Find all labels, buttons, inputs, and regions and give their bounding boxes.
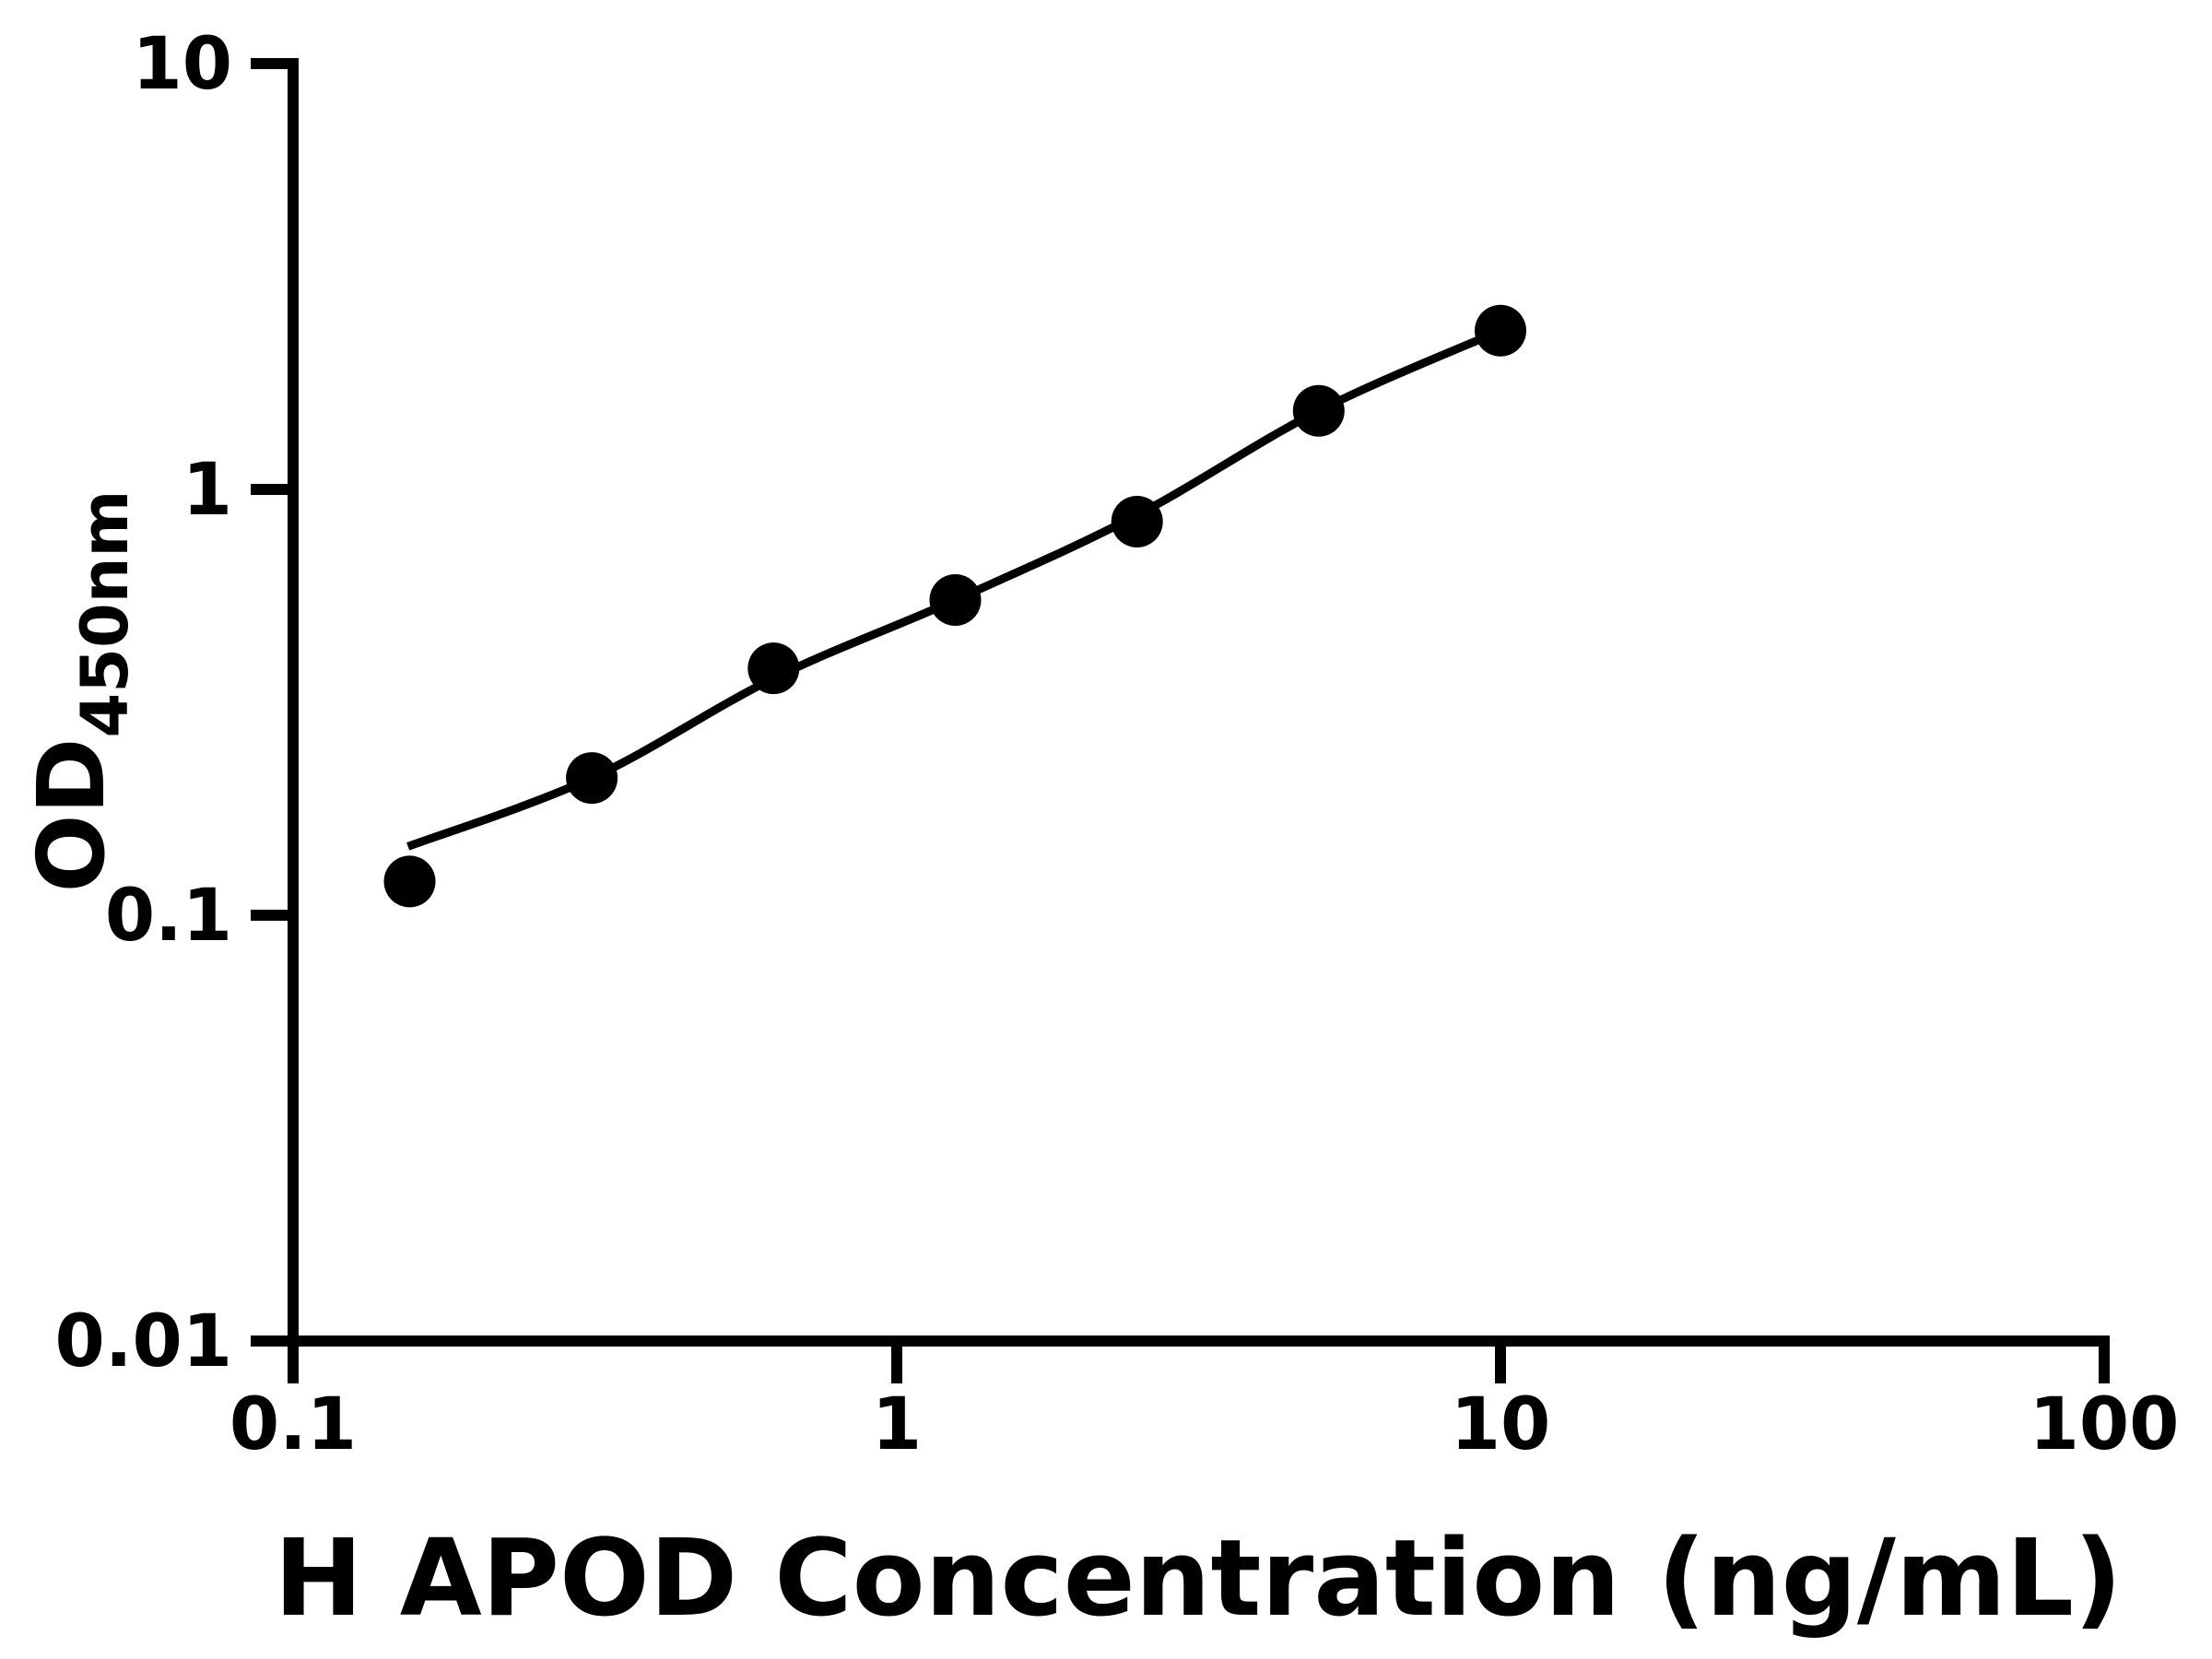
x-tick-label: 10 — [1451, 1383, 1551, 1466]
y-axis-title: OD450nm — [18, 490, 143, 893]
x-tick-label: 1 — [872, 1383, 922, 1466]
y-tick-label: 0.1 — [105, 875, 232, 958]
y-tick-label: 0.01 — [55, 1300, 232, 1383]
data-point — [1292, 384, 1345, 437]
x-tick-label: 100 — [2030, 1383, 2180, 1466]
plot-area — [383, 304, 1526, 908]
data-point — [929, 574, 982, 626]
y-tick-label: 10 — [132, 23, 232, 106]
data-point — [747, 642, 800, 695]
axis-ticks — [251, 58, 2110, 1383]
y-axis-title-subscript: 450nm — [67, 490, 143, 738]
x-axis-title: H APOD Concentration (ng/mL) — [274, 1517, 2122, 1641]
data-point — [1475, 304, 1526, 357]
x-tick-label: 0.1 — [229, 1383, 357, 1466]
axes — [288, 58, 2110, 1347]
data-point — [383, 855, 436, 908]
data-point — [1111, 496, 1163, 547]
data-point — [566, 752, 618, 805]
y-axis-title-main: OD — [18, 737, 125, 892]
y-tick-label: 1 — [182, 449, 232, 532]
